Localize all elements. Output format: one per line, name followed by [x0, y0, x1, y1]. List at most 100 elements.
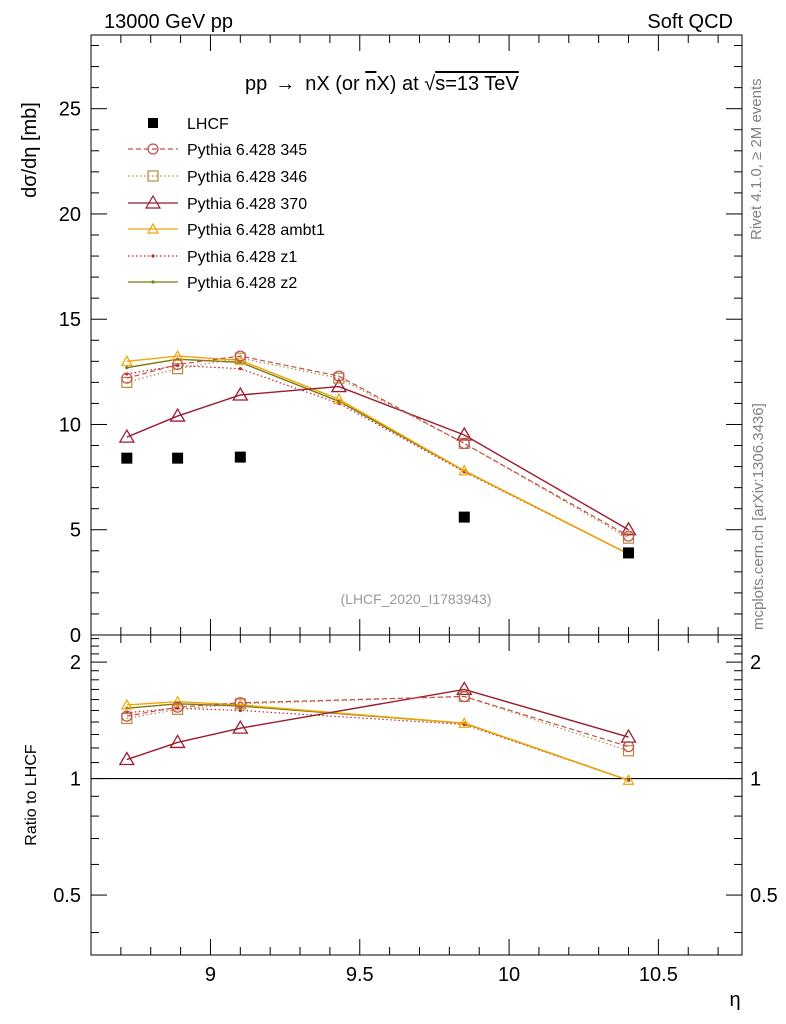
ratio-series-group: [118, 681, 637, 785]
rivet-label: Rivet 4.1.0, ≥ 2M events: [748, 78, 765, 240]
main-series-ambt1: [120, 349, 635, 559]
ratio-point-ambt1: [120, 698, 133, 710]
ratio-point-346: [622, 745, 635, 757]
ratio-xtick-label: 9.5: [346, 964, 374, 986]
main-ytick-label: 0: [70, 625, 81, 647]
main-series-z2: [125, 357, 631, 556]
legend-marker-ambt1: [146, 222, 160, 234]
legend-label-346: Pythia 6.428 346: [187, 169, 307, 186]
main-point-lhcf: [458, 511, 470, 523]
main-point-345: [121, 372, 133, 384]
legend-label-lhcf: LHCF: [187, 116, 229, 133]
mcplots-label: mcplots.cern.ch [arXiv:1306.3436]: [750, 403, 767, 630]
legend-entry-346: Pythia 6.428 346: [128, 169, 307, 186]
ratio-series-345: [121, 690, 635, 753]
header-right: Soft QCD: [647, 11, 733, 33]
ratio-line-z1: [126, 707, 629, 781]
main-series-lhcf: [121, 451, 635, 559]
x-axis-label: η: [729, 989, 740, 1011]
ratio-line-345: [126, 695, 629, 748]
main-line-346: [126, 357, 629, 539]
ratio-series-ambt1: [120, 695, 635, 785]
legend-label-370: Pythia 6.428 370: [187, 196, 307, 213]
main-point-370: [232, 386, 249, 401]
main-panel: 0 5 10 15 20 25 pp → nX (or nX) at √s=13 TeV dσ…: [19, 34, 743, 647]
main-point-345: [234, 350, 246, 362]
chart-title: pp → nX (or nX) at √s=13 TeV: [245, 73, 519, 95]
ratio-point-ambt1: [458, 717, 471, 728]
main-series-346: [121, 352, 635, 544]
main-point-346: [172, 363, 184, 375]
legend-marker-z1: [151, 254, 155, 258]
main-ytick-label: 15: [59, 309, 81, 331]
main-series-z1: [125, 363, 631, 556]
main-point-lhcf: [623, 547, 635, 559]
main-point-370: [169, 407, 186, 422]
legend-label-z2: Pythia 6.428 z2: [187, 275, 297, 292]
ratio-series-370: [118, 681, 637, 766]
legend-marker-lhcf: [148, 118, 158, 128]
main-point-lhcf: [121, 452, 133, 464]
ratio-panel: 0.5 0.5 1 1 2 2 9 9.5 10 10.5 Ratio to LHCF η: [23, 634, 778, 1011]
ratio-point-345: [121, 710, 133, 722]
ratio-y-label: Ratio to LHCF: [23, 744, 40, 846]
nbar-symbol: n: [365, 73, 376, 95]
ratio-ytick-label-right: 0.5: [750, 885, 778, 907]
main-series-group: [118, 349, 637, 559]
ratio-series-z2: [125, 702, 631, 782]
ratio-line-346: [126, 695, 629, 752]
main-point-ambt1: [458, 464, 471, 476]
ratio-point-345: [234, 697, 246, 709]
legend-marker-345: [147, 143, 159, 155]
main-point-345: [172, 358, 184, 371]
ratio-point-370: [456, 681, 473, 696]
ratio-series-z1: [125, 706, 631, 782]
legend-label-z1: Pythia 6.428 z1: [187, 249, 297, 266]
ratio-ytick-label: 1: [70, 769, 81, 791]
ratio-point-370: [232, 719, 249, 734]
main-ytick-label: 10: [59, 414, 81, 436]
main-point-z2: [125, 366, 129, 370]
ratio-series-346: [121, 690, 635, 757]
main-ytick-label: 5: [70, 520, 81, 542]
main-line-370: [126, 385, 629, 531]
ratio-point-z1: [238, 708, 242, 713]
ratio-point-345: [622, 740, 635, 753]
ratio-line-370: [126, 688, 629, 761]
legend-entry-z1: Pythia 6.428 z1: [128, 249, 297, 266]
legend-marker-370: [144, 194, 162, 209]
legend-entry-lhcf: LHCF: [148, 116, 229, 133]
ratio-point-345: [172, 701, 184, 713]
main-line-z1: [126, 364, 629, 555]
main-point-345: [333, 370, 345, 382]
sqrt-s: s=13 TeV: [435, 73, 519, 95]
ratio-ytick-label-right: 1: [750, 769, 761, 791]
legend-marker-z2: [151, 280, 155, 284]
main-point-370: [330, 378, 347, 393]
main-ytick-label: 25: [59, 99, 81, 121]
main-point-370: [118, 428, 135, 443]
legend-label-345: Pythia 6.428 345: [187, 142, 307, 159]
ratio-ytick-label: 0.5: [53, 885, 81, 907]
analysis-watermark: (LHCF_2020_I1783943): [341, 591, 492, 607]
ratio-ytick-label-right: 2: [750, 652, 761, 674]
ratio-point-370: [169, 734, 186, 749]
legend-marker-346: [147, 170, 159, 182]
ratio-point-345: [458, 690, 470, 703]
ratio-point-ambt1: [171, 695, 184, 707]
legend-entry-ambt1: Pythia 6.428 ambt1: [128, 222, 325, 239]
legend-label-ambt1: Pythia 6.428 ambt1: [187, 222, 325, 239]
legend-entry-z2: Pythia 6.428 z2: [128, 275, 297, 292]
main-point-ambt1: [120, 355, 133, 366]
ratio-frame: [90, 634, 743, 956]
main-series-345: [121, 350, 635, 542]
main-point-346: [121, 376, 133, 388]
main-point-345: [622, 530, 635, 542]
main-point-345: [458, 437, 470, 450]
main-point-lhcf: [172, 452, 184, 464]
ratio-xtick-label: 10: [498, 964, 520, 986]
ratio-xtick-label: 9: [205, 964, 216, 986]
ratio-xtick-label: 10.5: [639, 964, 678, 986]
legend-entry-345: Pythia 6.428 345: [128, 142, 307, 159]
